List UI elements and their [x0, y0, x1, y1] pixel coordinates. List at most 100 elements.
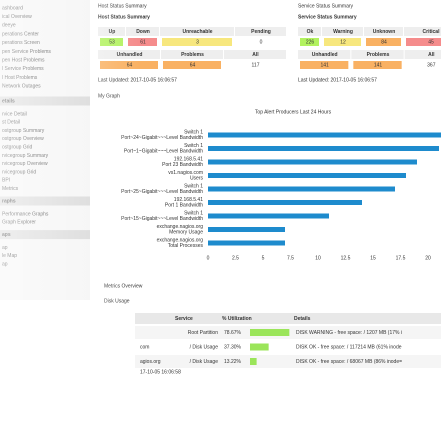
- table-header: [235, 27, 286, 36]
- table-header: [126, 27, 159, 36]
- utilization-bar: [250, 343, 269, 351]
- table-header-label: Warning: [333, 29, 353, 35]
- host-name[interactable]: agios.org: [140, 359, 161, 365]
- table-header: [351, 50, 404, 59]
- table-header: [298, 27, 321, 36]
- y-tick-label: exchange.nagios.org: [157, 237, 204, 243]
- status-cell: [324, 38, 361, 46]
- disk-details: DISK OK - free space: / 68067 MB (86% in…: [296, 359, 402, 365]
- utilization-bar: [250, 358, 257, 365]
- x-tick-label: 0: [207, 255, 210, 261]
- table-header: [364, 27, 403, 36]
- bar: [208, 227, 285, 232]
- status-count[interactable]: 141: [374, 62, 383, 68]
- table-header-label: Unknown: [373, 29, 396, 35]
- table-header-label: Down: [136, 29, 150, 35]
- service-name[interactable]: / Disk Usage: [190, 359, 219, 365]
- table-header-label: Details: [294, 316, 311, 322]
- y-tick-label: Port 23 Bandwidth: [162, 162, 203, 168]
- status-cell: [406, 61, 441, 69]
- utilization-bar: [250, 329, 290, 336]
- status-cell: [237, 38, 284, 46]
- status-count[interactable]: 12: [340, 39, 346, 45]
- status-cell: [353, 61, 402, 69]
- y-tick-label: Total Processes: [168, 243, 204, 249]
- table-header: [298, 50, 351, 59]
- bar: [208, 132, 441, 138]
- status-count[interactable]: 3: [196, 39, 199, 45]
- table-header-label: Ok: [307, 29, 314, 35]
- chart-title: Top Alert Producers Last 24 Hours: [255, 109, 332, 115]
- status-cell: [300, 38, 319, 46]
- last-updated: 17-10-05 16:06:58: [140, 369, 181, 375]
- service-name[interactable]: / Disk Usage: [190, 344, 219, 350]
- y-tick-label: Port~15~Gigabit~~~Level Bandwidth: [121, 216, 203, 222]
- x-tick-label: 12.5: [341, 255, 351, 261]
- bar: [208, 146, 439, 151]
- status-cell: [406, 38, 441, 46]
- y-tick-label: Port~25~Gigabit~~~Level Bandwidth: [121, 189, 203, 195]
- status-count[interactable]: 84: [381, 39, 387, 45]
- status-cell: [300, 61, 349, 69]
- x-tick-label: 10: [315, 255, 321, 261]
- y-tick-label: Memory Usage: [169, 229, 203, 235]
- bar: [208, 159, 417, 165]
- table-header-label: Critical: [423, 29, 441, 35]
- table-header-label: Pending: [251, 29, 271, 35]
- status-cell: [163, 61, 221, 69]
- host-name[interactable]: com: [140, 344, 149, 350]
- table-header: [224, 50, 286, 59]
- table-row: [135, 355, 441, 368]
- table-header-label: % Utilization: [222, 316, 252, 322]
- table-header-label: All: [428, 52, 435, 58]
- status-count[interactable]: 141: [320, 62, 329, 68]
- bar: [208, 213, 329, 219]
- status-count[interactable]: 0: [260, 39, 263, 45]
- bar: [208, 200, 362, 205]
- x-tick-label: 7.5: [287, 255, 294, 261]
- table-header-label: Unhandled: [312, 52, 338, 58]
- status-count[interactable]: 226: [306, 39, 315, 45]
- status-count[interactable]: 64: [190, 62, 196, 68]
- y-tick-label: Port~24~Gigabit~~~Level Bandwidth: [121, 135, 203, 141]
- y-tick-label: Switch 1: [184, 143, 203, 149]
- y-tick-label: 192.168.5.41: [174, 197, 203, 203]
- y-tick-label: Switch 1: [184, 129, 203, 135]
- y-tick-label: Port 1 Bandwidth: [165, 202, 203, 208]
- status-cell: [366, 38, 401, 46]
- table-header: [322, 27, 363, 36]
- table-row: [135, 340, 441, 354]
- status-count[interactable]: 367: [427, 62, 436, 68]
- y-tick-label: Port~1~Gigabit~~~Level Bandwidth: [124, 148, 203, 154]
- fade-overlay: [0, 0, 140, 441]
- y-tick-label: Users: [190, 175, 204, 181]
- bar: [208, 186, 395, 192]
- last-updated: Last Updated: 2017-10-05 16:06:57: [298, 77, 377, 83]
- table-header: [161, 50, 223, 59]
- x-tick-label: 5: [262, 255, 265, 261]
- table-header-label: All: [252, 52, 259, 58]
- table-header-label: Problems: [181, 52, 204, 58]
- table-header: [404, 27, 441, 36]
- table-header-label: Unreachable: [182, 29, 212, 35]
- y-tick-label: Switch 1: [184, 210, 203, 216]
- status-cell: [226, 61, 284, 69]
- dashlet-link[interactable]: Service Status Summary: [298, 3, 354, 9]
- status-count[interactable]: 45: [428, 39, 434, 45]
- bar: [208, 240, 285, 246]
- dashlet-title: Service Status Summary: [298, 14, 357, 20]
- table-header: [160, 27, 234, 36]
- disk-details: DISK OK - free space: / 117214 MB (61% i…: [296, 344, 402, 350]
- status-count[interactable]: 61: [140, 39, 146, 45]
- table-header: [404, 50, 441, 59]
- service-name[interactable]: Root Partition: [188, 330, 219, 336]
- utilization-label: 78.67%: [224, 330, 242, 336]
- y-tick-label: 192.168.5.41: [174, 156, 203, 162]
- x-tick-label: 2.5: [232, 255, 239, 261]
- status-cell: [128, 38, 157, 46]
- table-header-label: Service: [175, 316, 193, 322]
- status-cell: [162, 38, 232, 46]
- status-count[interactable]: 117: [252, 62, 260, 68]
- y-tick-label: Switch 1: [184, 183, 203, 189]
